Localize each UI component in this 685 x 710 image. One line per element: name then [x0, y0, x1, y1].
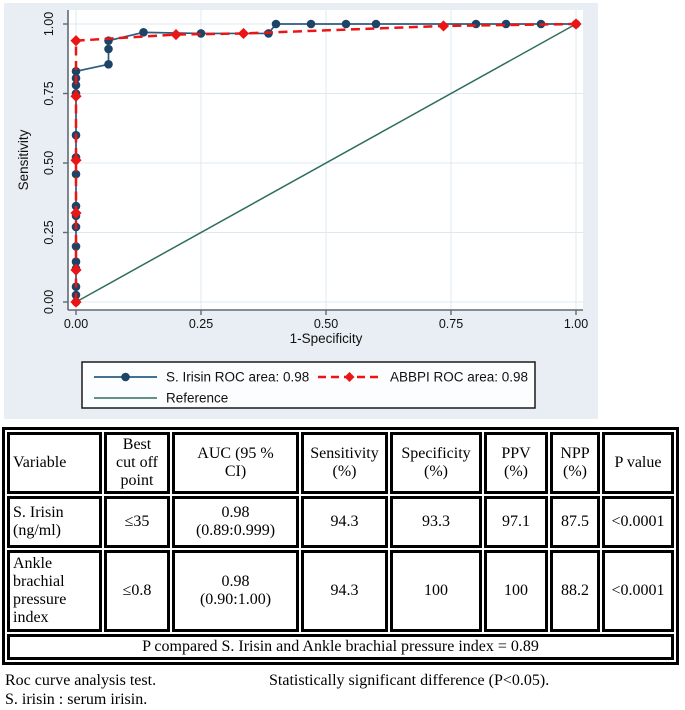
- abbpi-point: [70, 90, 82, 102]
- s-irisin-point: [71, 242, 81, 251]
- reference-line: [75, 23, 577, 303]
- y-tick-label: 0.25: [42, 220, 56, 244]
- y-tick-label: 0.50: [42, 151, 56, 175]
- abbpi-point: [237, 27, 250, 40]
- abbpi-point: [570, 18, 582, 30]
- table-footer-note: P compared S. Irisin and Ankle brachial …: [7, 634, 674, 660]
- s-irisin-point: [139, 28, 148, 37]
- legend-irisin-label: S. Irisin ROC area: 0.98: [166, 370, 309, 385]
- x-tick-label: 0.50: [314, 317, 338, 331]
- table-footer-row: P compared S. Irisin and Ankle brachial …: [7, 634, 674, 660]
- roc-chart-canvas: 0.00 0.00 0.25 0.25 0.50 0.50 0.75 0.75 1.00 1.00…: [4, 3, 598, 419]
- roc-chart-figure: 0.00 0.00 0.25 0.25 0.50 0.50 0.75 0.75 1.00 1.00…: [4, 3, 598, 419]
- table-row-irisin: S. Irisin (ng/ml) ≤35 0.98 (0.89:0.999) …: [7, 496, 674, 548]
- s-irisin-point: [196, 29, 206, 38]
- abbpi-point: [70, 296, 82, 308]
- abbpi-point: [437, 20, 450, 32]
- note-roc-test: Roc curve analysis test.: [5, 672, 157, 689]
- x-tick-label: 0.75: [439, 317, 463, 331]
- s-irisin-point: [371, 19, 381, 29]
- table-row-abpi: Ankle brachial pressure index ≤0.8 0.98 …: [7, 550, 674, 632]
- col-header-specificity: Specificity (%): [390, 432, 482, 494]
- cell-variable: S. Irisin (ng/ml): [7, 496, 102, 548]
- abbpi-point: [70, 264, 82, 276]
- s-irisin-point: [71, 66, 81, 76]
- y-axis-title: Sensitivity: [16, 129, 31, 190]
- s-irisin-point: [471, 19, 481, 29]
- s-irisin-point: [271, 19, 281, 29]
- col-header-ppv: PPV (%): [484, 432, 548, 494]
- col-header-cutoff: Best cut off point: [104, 432, 170, 494]
- s-irisin-point: [104, 44, 113, 54]
- abbpi-point: [70, 207, 82, 219]
- abbpi-point: [70, 35, 82, 47]
- x-axis-title: 1-Specificity: [290, 331, 363, 346]
- s-irisin-point: [71, 169, 81, 179]
- cell-variable: Ankle brachial pressure index: [7, 550, 102, 632]
- abbpi-curve: [74, 22, 577, 302]
- col-header-sensitivity: Sensitivity (%): [301, 432, 388, 494]
- cell-cutoff: ≤35: [104, 496, 170, 548]
- cell-pvalue: <0.0001: [602, 550, 674, 632]
- x-tick-label: 1.00: [564, 317, 588, 331]
- note-abbreviation: S. irisin : serum irisin.: [5, 690, 148, 708]
- figure-notes: Roc curve analysis test. Statistically si…: [5, 672, 681, 710]
- y-tick-label: 0.00: [42, 290, 56, 314]
- note-significance: Statistically significant difference (P<…: [269, 672, 550, 689]
- s-irisin-point: [71, 80, 81, 90]
- cell-pvalue: <0.0001: [602, 496, 674, 548]
- col-header-pvalue: P value: [602, 432, 674, 494]
- abbpi-point: [70, 154, 82, 166]
- cell-cutoff: ≤0.8: [104, 550, 170, 632]
- results-table: Variable Best cut off point AUC (95 % CI…: [2, 427, 679, 665]
- x-tick-label: 0.25: [189, 317, 213, 331]
- legend-box: [81, 361, 536, 409]
- cell-auc: 0.98 (0.89:0.999): [172, 496, 299, 548]
- table-header-row: Variable Best cut off point AUC (95 % CI…: [7, 432, 674, 494]
- s-irisin-point: [71, 257, 81, 266]
- cell-sensitivity: 94.3: [301, 550, 388, 632]
- col-header-variable: Variable: [7, 432, 102, 494]
- cell-ppv: 97.1: [484, 496, 548, 548]
- legend-reference-label: Reference: [166, 391, 228, 406]
- abbpi-point: [170, 28, 182, 41]
- s-irisin-point: [341, 19, 351, 29]
- cell-auc: 0.98 (0.90:1.00): [172, 550, 299, 632]
- s-irisin-point: [306, 19, 316, 29]
- legend-abbpi-marker-icon: [344, 372, 355, 382]
- col-header-auc: AUC (95 % CI): [172, 432, 299, 494]
- cell-npp: 87.5: [550, 496, 600, 548]
- cell-sensitivity: 94.3: [301, 496, 388, 548]
- cell-ppv: 100: [484, 550, 548, 632]
- s-irisin-point: [104, 60, 113, 69]
- y-tick-label: 1.00: [42, 12, 56, 36]
- cell-specificity: 100: [390, 550, 482, 632]
- notes-line-1: Roc curve analysis test. Statistically si…: [5, 672, 681, 691]
- col-header-npp: NPP (%): [550, 432, 600, 494]
- cell-npp: 88.2: [550, 550, 600, 632]
- legend-abbpi-label: ABBPI ROC area: 0.98: [390, 370, 528, 385]
- y-tick-label: 0.75: [42, 81, 56, 105]
- legend-irisin-marker-icon: [121, 372, 130, 382]
- x-tick-label: 0.00: [64, 317, 88, 331]
- cell-specificity: 93.3: [390, 496, 482, 548]
